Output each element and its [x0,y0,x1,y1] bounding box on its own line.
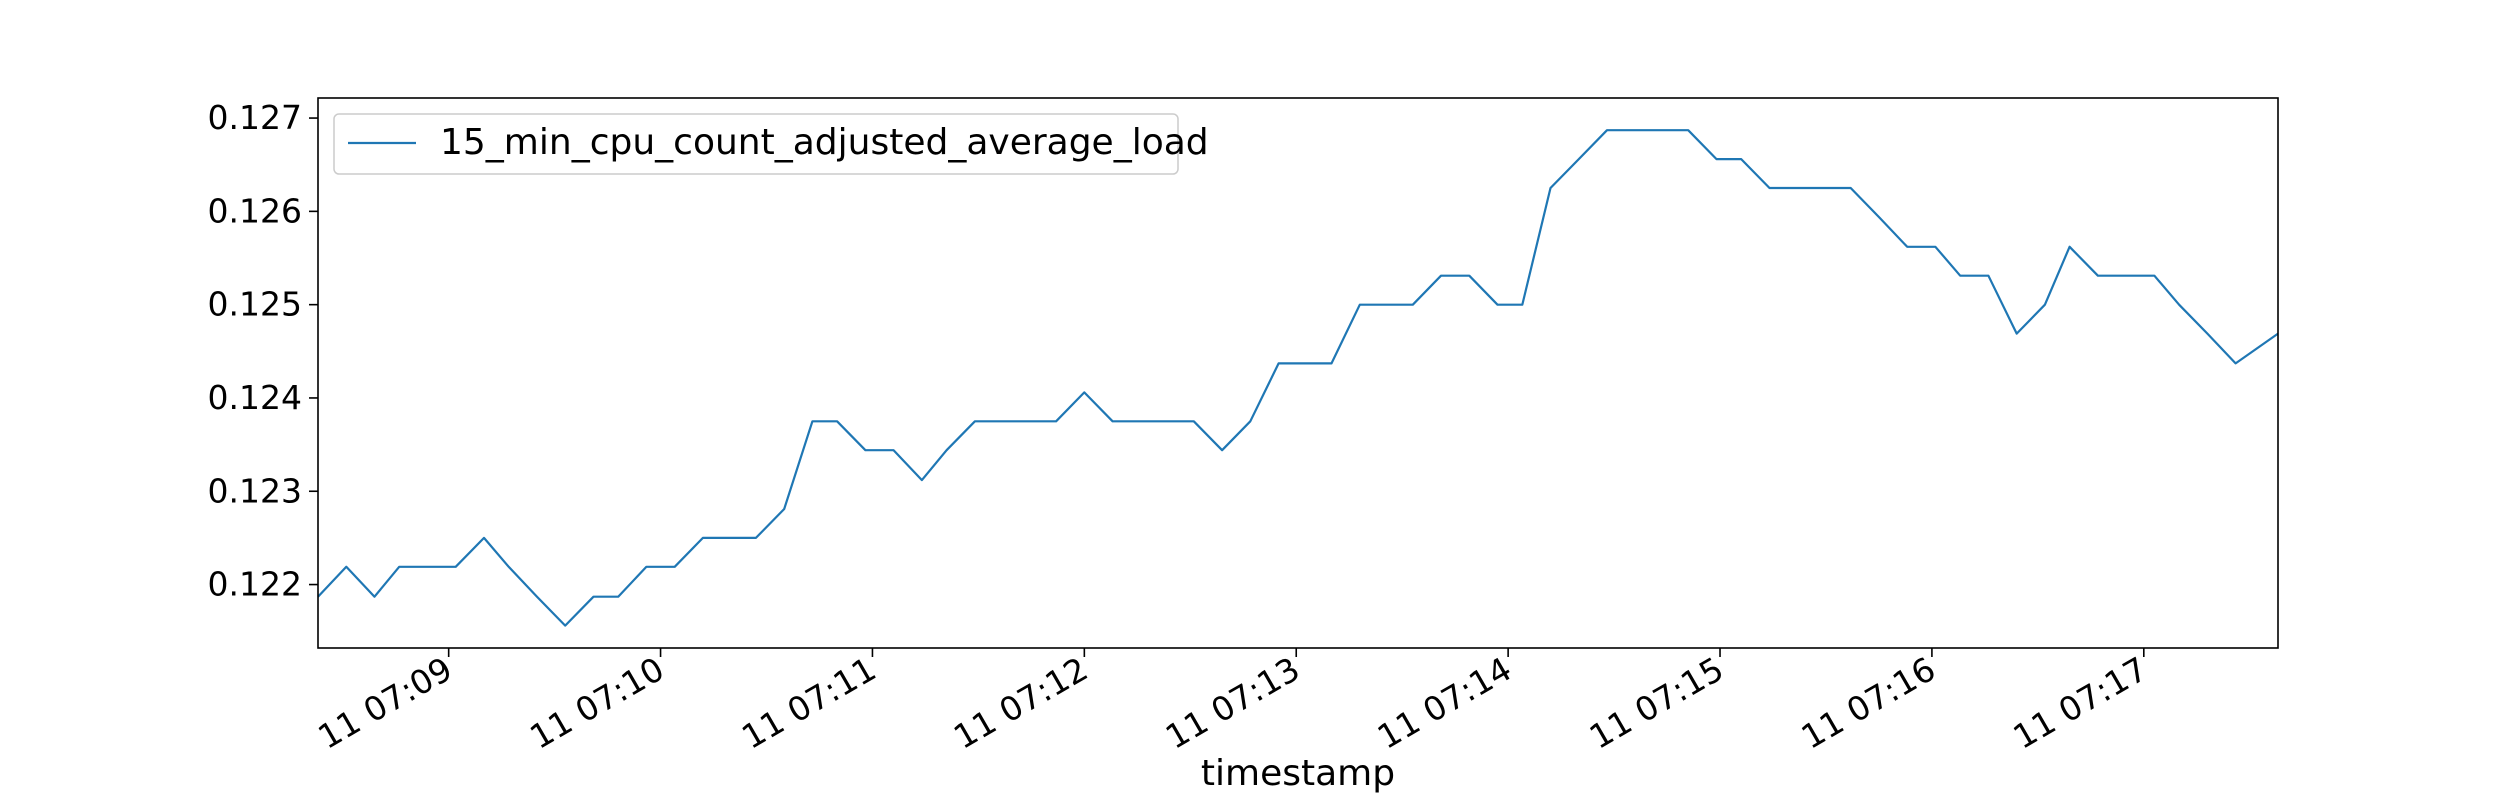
x-axis: 11 07:09 11 07:10 11 07:11 11 07:12 11 07:13… [311,648,2154,757]
x-tick-label: 11 07:14 [1371,649,1518,757]
x-tick-label: 11 07:09 [311,649,458,757]
y-tick-label: 0.126 [208,191,302,230]
x-tick-label: 11 07:17 [2006,649,2153,757]
x-tick-label: 11 07:15 [1583,649,1730,757]
y-axis: 0.122 0.123 0.124 0.125 0.126 0.127 [208,98,318,604]
legend: 15_min_cpu_count_adjusted_average_load [333,113,1209,175]
series-line [317,129,2279,627]
y-tick-label: 0.125 [208,285,302,324]
x-tick-label: 11 07:10 [523,649,670,757]
y-tick-label: 0.124 [208,378,302,417]
plot-frame [317,97,2279,649]
y-tick-label: 0.122 [208,565,302,604]
x-axis-label: timestamp [1201,753,1395,794]
y-tick-label: 0.127 [208,98,302,137]
x-tick-label: 11 07:11 [735,649,882,757]
plot-area [318,98,2278,648]
x-tick-label: 11 07:12 [947,649,1094,757]
legend-box [333,113,1179,175]
legend-label: 15_min_cpu_count_adjusted_average_load [440,122,1209,163]
x-tick-label: 11 07:16 [1795,649,1942,757]
y-tick-label: 0.123 [208,471,302,510]
x-tick-label: 11 07:13 [1159,649,1306,757]
